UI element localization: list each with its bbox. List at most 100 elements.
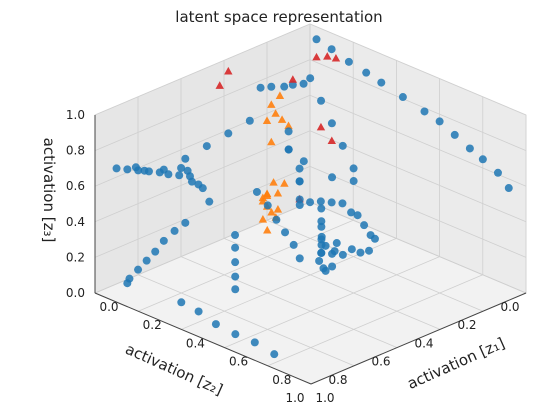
data-point-circle [142,256,151,265]
data-point-circle [362,68,371,77]
data-point-circle [231,243,240,252]
data-point-circle [112,164,121,173]
data-point-circle [465,144,474,153]
grid-line [224,256,440,348]
data-point-triangle [263,225,272,234]
grid-line [309,23,527,116]
z-tick-label: 1.0 [66,108,85,122]
data-point-circle [312,35,321,44]
data-point-circle [186,172,194,181]
data-point-circle [181,154,190,163]
axis-spine [94,292,312,385]
grid-line [137,274,355,367]
data-point-circle [205,197,214,206]
z-tick-label: 0.8 [66,144,85,158]
z-tick-label: 0.2 [66,250,85,264]
y-tick-label: 0.8 [328,373,347,387]
tick-labels: 0.0 0.2 0.4 0.6 0.8 1.0 0.0 0.2 0.4 0.6 0.8 1.0 0.0 0… [66,108,520,405]
z-tick-label: 0.0 [66,286,85,300]
data-point-triangle [269,178,278,186]
y-tick-label: 0.4 [414,336,433,350]
data-point-triangle [258,193,268,202]
data-point-circle [164,170,173,179]
data-point-triangle [288,75,298,83]
data-point-circle [270,350,279,359]
data-point-triangle [312,52,321,61]
grid-line [309,201,527,294]
x-tick-label: 0.0 [99,300,118,314]
data-point-circle [177,164,186,172]
data-point-circle [347,208,356,217]
data-point-triangle [267,207,276,216]
y-tick-label: 1.0 [285,391,304,405]
data-point-circle [245,116,254,125]
data-point-circle [231,285,240,294]
data-point-circle [181,218,190,227]
z-tick-label: 0.6 [66,179,85,193]
data-point-circle [327,119,336,128]
data-point-circle [295,254,304,263]
data-point-circle [306,198,315,207]
x-tick-label: 0.6 [229,355,248,369]
data-point-circle [250,338,259,347]
data-point-circle [504,184,513,193]
data-point-circle [202,142,211,151]
data-point-circle [478,155,487,164]
data-point-circle [349,177,358,186]
data-point-circle [319,264,328,273]
data-point-circle [263,201,272,210]
data-point-triangle [258,215,268,223]
data-point-circle [330,247,339,256]
data-point-circle [177,298,186,307]
data-point-circle [365,246,374,255]
data-point-circle [377,78,386,87]
data-point-triangle [280,179,289,187]
data-point-circle [194,307,203,316]
data-point-circle [420,107,429,116]
y-tick-label: 0.0 [500,300,519,314]
data-point-circle [317,204,326,213]
data-point-triangle [273,188,283,197]
data-point-circle [123,279,132,288]
data-point-triangle [331,53,341,62]
data-point-circle [198,184,207,193]
data-point-circle [327,198,336,207]
data-point-circle [295,195,304,204]
data-point-circle [272,215,281,224]
data-point-circle [328,262,337,271]
grid-line [138,219,354,312]
data-point-triangle [277,115,287,123]
chart-title: latent space representation [175,8,382,26]
data-point-circle [231,231,240,240]
data-point-circle [284,145,293,154]
data-point-circle [284,127,293,136]
data-point-circle [280,82,289,91]
x-tick-label: 0.4 [186,336,205,350]
data-point-circle [316,197,325,206]
data-point-circle [450,130,459,139]
data-point-triangle [262,116,272,124]
data-point-circle [299,79,308,88]
data-point-circle [317,240,326,249]
data-point-triangle [273,205,283,213]
grid-line [223,238,441,330]
data-point-circle [231,258,240,267]
data-point-circle [493,168,502,177]
axis-spine [310,292,527,385]
data-point-circle [347,245,356,254]
data-point-circle [134,265,143,274]
data-point-circle [356,248,365,257]
data-point-circle [299,157,308,166]
data-point-circle [175,171,184,180]
data-point-circle [295,164,304,173]
data-point-circle [289,240,298,249]
data-point-triangle [224,66,233,75]
data-point-circle [338,199,347,208]
data-point-circle [315,256,324,265]
grid-line [309,94,527,187]
data-point-circle [338,141,347,150]
data-point-circle [360,221,369,230]
data-point-triangle [316,122,326,131]
data-point-circle [306,74,315,83]
